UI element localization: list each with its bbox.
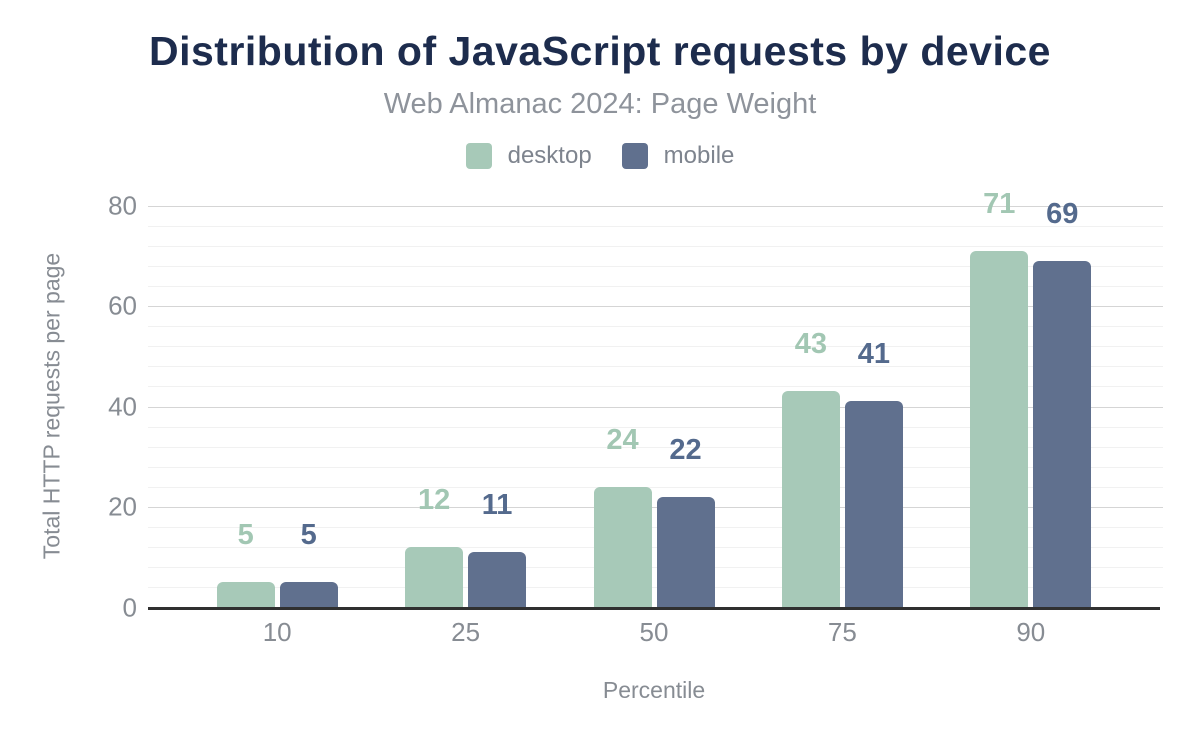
minor-gridline-76 <box>148 226 1163 228</box>
minor-gridline-12 <box>148 546 1163 548</box>
bar-value-label-mobile-p10: 5 <box>300 519 317 551</box>
bar-value-label-mobile-p75: 41 <box>857 338 891 370</box>
major-gridline-40 <box>148 406 1163 408</box>
minor-gridline-52 <box>148 346 1163 348</box>
minor-gridline-4 <box>148 586 1163 588</box>
y-tick-label-40: 40 <box>108 391 137 421</box>
bar-value-label-desktop-p25: 12 <box>417 484 451 516</box>
x-tick-label-10: 10 <box>262 617 292 647</box>
bar-desktop-p90[interactable] <box>970 251 1029 607</box>
x-tick-label-90: 90 <box>1016 617 1046 647</box>
bar-desktop-p50[interactable] <box>593 487 652 607</box>
bar-mobile-p10[interactable] <box>279 582 338 607</box>
chart-title: Distribution of JavaScript requests by d… <box>149 28 1051 74</box>
legend-label-mobile: mobile <box>663 142 735 169</box>
bar-value-label-desktop-p90: 71 <box>983 188 1016 220</box>
y-tick-label-80: 80 <box>108 190 137 221</box>
bar-value-label-desktop-p75: 43 <box>794 328 828 360</box>
bar-mobile-p75[interactable] <box>844 401 903 607</box>
minor-gridline-28 <box>148 466 1163 468</box>
bar-mobile-p90[interactable] <box>1033 261 1092 607</box>
x-axis-line <box>148 607 1160 610</box>
bar-value-label-mobile-p25: 11 <box>481 489 513 521</box>
bar-value-label-desktop-p50: 24 <box>606 424 639 456</box>
minor-gridline-44 <box>148 386 1163 388</box>
minor-gridline-16 <box>148 526 1163 528</box>
major-gridline-20 <box>148 506 1163 508</box>
y-tick-label-60: 60 <box>108 290 137 321</box>
minor-gridline-36 <box>148 426 1163 428</box>
x-tick-label-75: 75 <box>827 617 857 647</box>
bar-mobile-p50[interactable] <box>656 497 715 607</box>
legend-item-mobile[interactable]: mobile <box>621 142 735 170</box>
bar-value-label-mobile-p50: 22 <box>669 434 702 466</box>
desktop-color-swatch-icon <box>465 143 492 169</box>
bar-desktop-p75[interactable] <box>781 391 840 607</box>
bar-mobile-p25[interactable] <box>468 552 527 607</box>
x-axis-title: Percentile <box>602 677 706 703</box>
major-gridline-80 <box>148 206 1163 207</box>
bar-value-label-mobile-p90: 69 <box>1046 198 1079 230</box>
minor-gridline-32 <box>148 446 1163 448</box>
x-tick-label-25: 25 <box>451 617 481 647</box>
legend-label-desktop: desktop <box>507 142 592 169</box>
minor-gridline-48 <box>148 366 1163 368</box>
minor-gridline-68 <box>148 266 1163 268</box>
minor-gridline-64 <box>148 286 1163 288</box>
minor-gridline-72 <box>148 246 1163 248</box>
mobile-color-swatch-icon <box>621 143 648 169</box>
y-tick-label-20: 20 <box>108 491 137 522</box>
minor-gridline-8 <box>148 566 1163 568</box>
x-tick-label-50: 50 <box>639 617 669 647</box>
major-gridline-60 <box>148 306 1163 308</box>
bar-desktop-p10[interactable] <box>216 582 275 607</box>
legend: desktop mobile <box>0 142 1200 170</box>
legend-item-desktop[interactable]: desktop <box>465 142 592 170</box>
y-tick-label-0: 0 <box>122 592 137 623</box>
bar-value-label-desktop-p10: 5 <box>237 519 254 551</box>
minor-gridline-56 <box>148 326 1163 328</box>
chart-subtitle: Web Almanac 2024: Page Weight <box>383 88 817 120</box>
bar-desktop-p25[interactable] <box>405 547 464 607</box>
minor-gridline-24 <box>148 486 1163 488</box>
